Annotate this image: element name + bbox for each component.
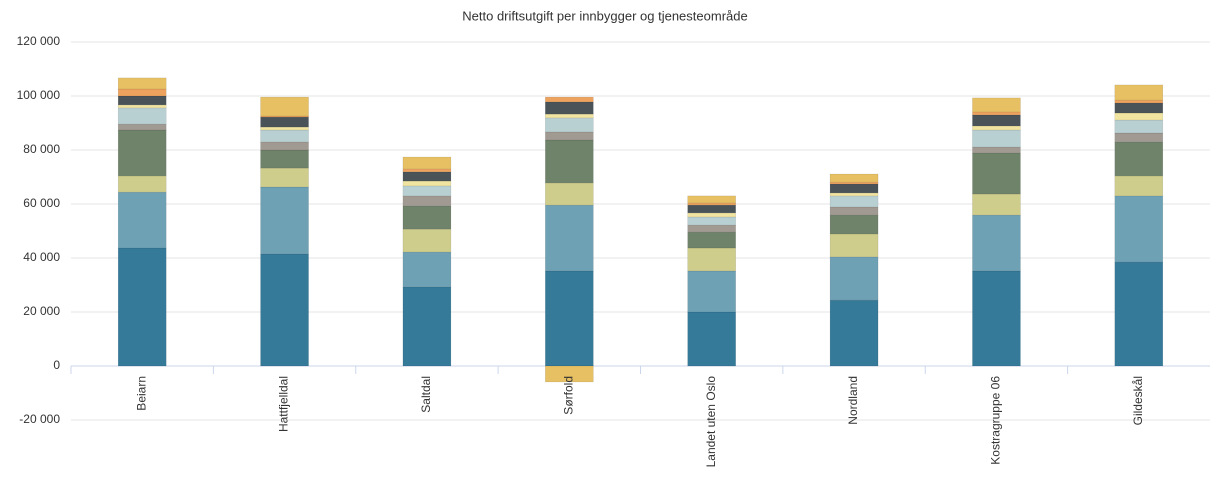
x-tick-label: Kostragruppe 06 — [989, 376, 1003, 465]
bar-segment — [687, 212, 736, 218]
bar-segment — [829, 206, 879, 216]
bar-segment — [687, 224, 736, 233]
bar-segment — [829, 233, 879, 258]
bar-segment — [545, 182, 594, 206]
bar-segment — [545, 96, 594, 103]
bar-segment — [402, 205, 452, 230]
bar-segment — [972, 214, 1021, 272]
bar-segment — [1114, 175, 1164, 197]
y-tick-label: 60 000 — [23, 196, 60, 210]
bar-segment — [1114, 119, 1164, 134]
x-tick-label: Nordland — [846, 376, 860, 425]
y-tick-label: 40 000 — [23, 250, 60, 264]
bar-segment — [117, 247, 167, 367]
bar-segment — [687, 204, 736, 214]
bar-segment — [1114, 102, 1164, 114]
bar-segment — [687, 195, 736, 204]
bar-segment — [117, 107, 167, 125]
bar-segment — [260, 116, 309, 128]
bar-segment — [1114, 261, 1164, 367]
bar-segment — [972, 270, 1021, 367]
bar-segment — [1114, 99, 1164, 104]
bar-segment — [972, 152, 1021, 195]
bar-segment — [260, 126, 309, 131]
bar-segment — [402, 251, 452, 288]
bar-segment — [545, 131, 594, 141]
bar-segment — [829, 256, 879, 301]
bar-segment — [260, 141, 309, 151]
x-tick-label: Gildeskål — [1131, 376, 1145, 425]
bar-segment — [687, 216, 736, 226]
bar-segment — [402, 168, 452, 173]
bar-segment — [829, 183, 879, 194]
y-tick-label: -20 000 — [19, 412, 60, 426]
bar-segment — [1114, 84, 1164, 101]
bar-segment — [829, 173, 879, 183]
bar-segment — [545, 365, 594, 383]
bar-segment — [117, 77, 167, 90]
bar-segment — [117, 191, 167, 249]
bar-segment — [545, 113, 594, 119]
x-tick-label: Sørfold — [561, 376, 575, 415]
y-tick-label: 80 000 — [23, 142, 60, 156]
bar-segment — [972, 97, 1021, 113]
bar-segment — [1114, 112, 1164, 121]
bar-segment — [402, 195, 452, 207]
bar-segment — [117, 88, 167, 97]
x-tick-label: Saltdal — [419, 376, 433, 413]
bar-segment — [972, 125, 1021, 131]
bar-segment — [117, 123, 167, 131]
x-tick-label: Beiarn — [134, 376, 148, 411]
y-tick-label: 20 000 — [23, 304, 60, 318]
bar-segment — [260, 186, 309, 255]
bar-segment — [402, 180, 452, 187]
bar-segment — [545, 117, 594, 133]
x-tick-label: Landet uten Oslo — [704, 376, 718, 468]
bar-segment — [687, 202, 736, 206]
bar-segment — [402, 185, 452, 197]
y-tick-label: 120 000 — [17, 34, 61, 48]
bar-segment — [829, 181, 879, 185]
bar-segment — [972, 114, 1021, 127]
bar-segment — [972, 111, 1021, 116]
bar-segment — [260, 149, 309, 169]
bar-segment — [687, 270, 736, 313]
bar-segment — [402, 228, 452, 253]
bar-segment — [545, 204, 594, 272]
bar-segment — [260, 253, 309, 367]
bar-segment — [972, 146, 1021, 154]
bar-segment — [687, 311, 736, 367]
bar-segment — [829, 192, 879, 197]
bar-segment — [1114, 141, 1164, 177]
bar-segment — [972, 129, 1021, 148]
bar-segment — [117, 129, 167, 177]
bar-segment — [829, 214, 879, 235]
y-tick-label: 0 — [53, 358, 60, 372]
bar-segment — [687, 247, 736, 272]
bar-segment — [402, 156, 452, 170]
bar-segment — [545, 101, 594, 115]
bar-segment — [117, 95, 167, 106]
bar-segment — [1114, 195, 1164, 263]
bar-segment — [402, 171, 452, 182]
chart-title: Netto driftsutgift per innbygger og tjen… — [462, 8, 747, 23]
bar-segment — [402, 286, 452, 367]
bar-segment — [829, 195, 879, 208]
bar-segment — [545, 139, 594, 184]
y-tick-label: 100 000 — [17, 88, 61, 102]
bar-segment — [1114, 132, 1164, 143]
bar-segment — [260, 167, 309, 188]
bar-segment — [117, 175, 167, 193]
bar-segment — [687, 231, 736, 249]
bar-segment — [260, 129, 309, 143]
x-tick-label: Hattfjelldal — [277, 376, 291, 432]
bar-segment — [972, 193, 1021, 216]
bar-segment — [829, 299, 879, 367]
bar-segment — [545, 270, 594, 367]
bar-segment — [117, 104, 167, 109]
bar-segment — [260, 96, 309, 117]
